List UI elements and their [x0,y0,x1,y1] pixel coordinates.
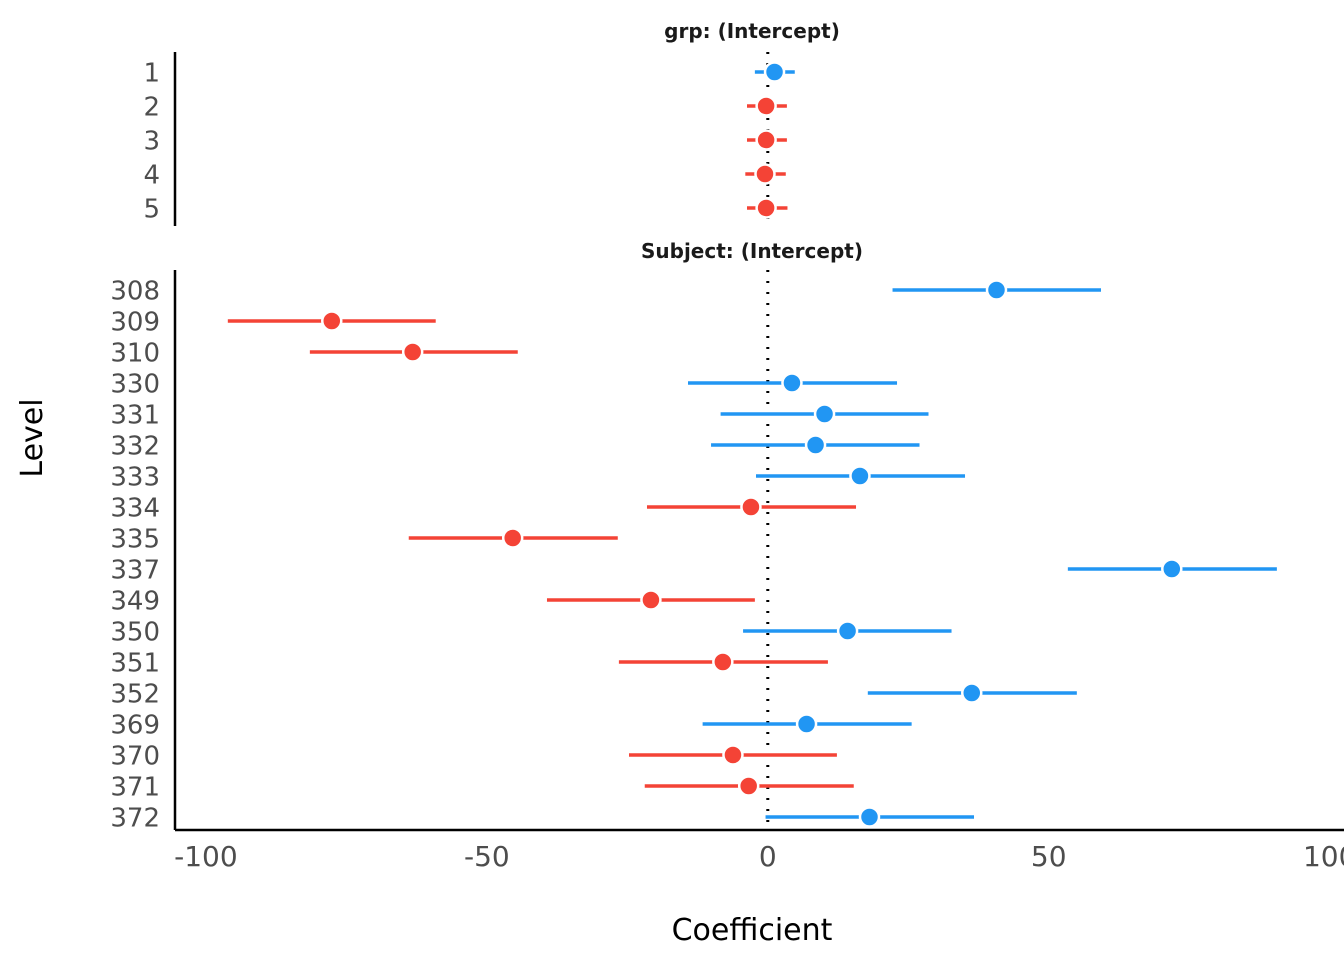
estimate-point [763,61,786,83]
y-tick-label: 352 [110,679,160,709]
y-tick-label: 334 [110,493,160,523]
y-tick-label: 335 [110,524,160,554]
x-tick-label: 50 [1031,840,1067,873]
estimate-point [1161,558,1183,580]
estimate-point [737,775,760,797]
y-tick-label: 1 [143,58,160,88]
y-tick-label: 4 [143,160,160,190]
estimate-point [985,279,1008,301]
x-tick-label: 100 [1303,840,1344,873]
estimate-point [754,163,776,185]
y-tick-label: 350 [110,617,160,647]
panel-1: grp: (Intercept) 1 2 3 4 5 [143,19,840,226]
panel-title: Subject: (Intercept) [641,239,863,263]
y-tick-label: 308 [110,276,160,306]
estimate-point [640,589,662,611]
estimate-point [712,651,734,673]
y-axis-label: Level [15,398,50,477]
x-tick-label: 0 [759,840,777,873]
y-tick-label: 370 [110,741,160,771]
estimate-point [813,403,836,425]
y-tick-label: 310 [110,338,160,368]
estimate-point [804,434,827,456]
estimate-point [849,465,871,487]
y-tick-label: 330 [110,369,160,399]
y-tick-label: 337 [110,555,160,585]
x-tick-label: -50 [464,840,510,873]
estimate-point [961,682,983,704]
y-tick-label: 369 [110,710,160,740]
panel-2: Subject: (Intercept)30830931033033133233… [110,239,1277,833]
estimate-point [836,620,859,642]
estimate-point [722,744,744,766]
y-tick-label: 331 [110,400,160,430]
estimate-point [401,341,424,363]
y-tick-label: 3 [143,126,160,156]
estimate-point [755,129,777,151]
y-tick-label: 332 [110,431,160,461]
estimate-point [781,372,803,394]
estimate-point [755,197,777,219]
y-tick-label: 5 [143,194,160,224]
estimate-point [740,496,762,518]
estimate-point [795,713,818,735]
y-tick-label: 372 [110,803,160,833]
y-tick-label: 309 [110,307,160,337]
y-tick-label: 351 [110,648,160,678]
x-tick-label: -100 [174,840,238,873]
y-tick-label: 349 [110,586,160,616]
panel-title: grp: (Intercept) [664,19,840,43]
estimate-point [755,95,777,117]
x-axis-label: Coefficient [672,913,833,948]
estimate-point [321,310,343,332]
estimate-point [858,806,881,828]
y-tick-label: 333 [110,462,160,492]
estimate-point [501,527,524,549]
y-tick-label: 371 [110,772,160,802]
y-tick-label: 2 [143,92,160,122]
